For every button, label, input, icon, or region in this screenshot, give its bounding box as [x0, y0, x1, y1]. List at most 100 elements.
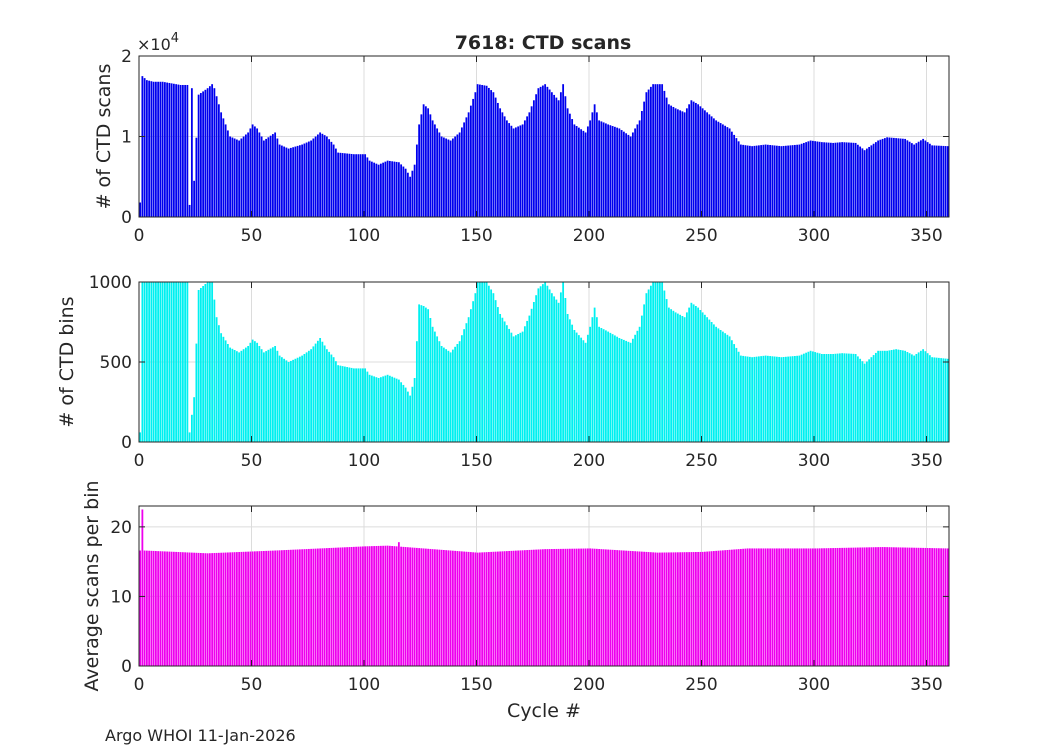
bar	[780, 548, 783, 666]
bar	[836, 353, 839, 442]
bar	[404, 168, 407, 217]
bar	[307, 548, 310, 666]
bar	[755, 356, 758, 442]
bar	[265, 550, 268, 666]
bar	[496, 102, 499, 217]
bar	[757, 356, 760, 442]
bar	[827, 142, 830, 217]
bar	[262, 140, 265, 217]
bar	[883, 547, 886, 666]
y-axis-exponent: ×104	[137, 31, 179, 54]
bar	[170, 551, 173, 666]
bar	[373, 546, 376, 666]
bar	[357, 368, 360, 442]
bar	[748, 548, 751, 666]
bar	[467, 112, 470, 217]
bar	[861, 361, 864, 442]
bar	[730, 131, 733, 217]
bar	[535, 94, 538, 217]
bar	[589, 326, 592, 442]
bar	[521, 331, 524, 442]
bar	[467, 317, 470, 442]
bar	[931, 357, 934, 442]
bar	[334, 547, 337, 666]
bar	[393, 546, 396, 666]
bar	[611, 334, 614, 442]
bar	[820, 354, 823, 442]
bar	[289, 360, 292, 442]
bar	[733, 134, 736, 217]
bar	[910, 547, 913, 666]
bar	[359, 154, 362, 217]
bar	[179, 552, 182, 666]
bar	[836, 547, 839, 666]
bar	[798, 548, 801, 666]
bar	[226, 344, 229, 442]
bar	[330, 547, 333, 666]
bar	[870, 547, 873, 666]
bar	[562, 282, 565, 442]
bar	[487, 285, 490, 442]
bar	[562, 84, 565, 217]
bar	[373, 376, 376, 442]
bar	[661, 84, 664, 217]
bar	[195, 552, 198, 666]
bar	[352, 546, 355, 666]
bar	[726, 127, 729, 217]
bar	[854, 547, 857, 666]
bar	[877, 547, 880, 666]
bar	[485, 552, 488, 666]
bar	[681, 552, 684, 666]
bar	[440, 549, 443, 666]
bar	[328, 139, 331, 217]
bar	[881, 547, 884, 666]
bar	[208, 86, 211, 217]
bar	[242, 551, 245, 666]
bar	[771, 548, 774, 666]
subplot-bins: 0 50 100 150 200 250 300 350 0 500 1000 # of CTD bi…	[56, 273, 950, 471]
bar	[789, 548, 792, 666]
bar	[625, 133, 628, 217]
bar	[397, 162, 400, 217]
bar	[386, 545, 389, 666]
bar	[834, 142, 837, 217]
bar	[940, 548, 943, 666]
bar	[364, 368, 367, 442]
bar	[692, 101, 695, 217]
bar	[418, 124, 421, 217]
bar	[451, 138, 454, 217]
bar	[766, 355, 769, 442]
bar	[564, 298, 567, 442]
bar	[316, 134, 319, 217]
bar	[499, 108, 502, 217]
bar	[852, 142, 855, 217]
bar	[490, 289, 493, 442]
bar	[816, 141, 819, 217]
bar	[247, 132, 250, 217]
bar	[780, 357, 783, 442]
bar	[541, 549, 544, 666]
bar	[555, 299, 558, 442]
bar	[490, 90, 493, 217]
bar	[168, 282, 171, 442]
bar	[591, 317, 594, 442]
bar	[181, 282, 184, 442]
bar	[928, 355, 931, 442]
bar	[888, 350, 891, 442]
bar	[654, 84, 657, 217]
bar	[586, 548, 589, 666]
bar	[697, 307, 700, 442]
bar	[395, 378, 398, 442]
bar	[823, 142, 826, 217]
bar	[240, 551, 243, 666]
bar	[211, 553, 214, 666]
bar	[445, 138, 448, 217]
bar	[634, 551, 637, 666]
bar	[647, 289, 650, 442]
bar	[773, 145, 776, 217]
bar	[555, 548, 558, 666]
bar	[447, 550, 450, 666]
bar	[181, 84, 184, 217]
bar	[805, 352, 808, 442]
bar	[150, 81, 153, 218]
